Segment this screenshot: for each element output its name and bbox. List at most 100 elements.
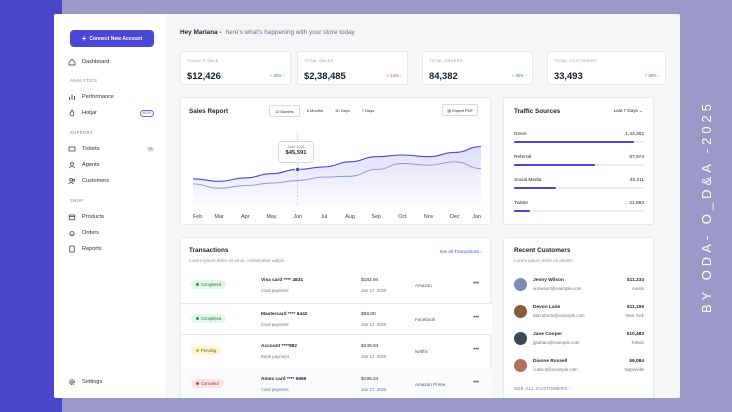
traffic-bar-track	[514, 210, 644, 212]
sidebar-item-label: Agents	[82, 162, 100, 168]
sidebar-item-dashboard[interactable]: Dashboard	[68, 56, 154, 68]
tx-date: Jan 17, 2025	[361, 354, 387, 359]
customer-city: Toledo	[631, 340, 644, 345]
table-row[interactable]: Pending Account ****882 Bank payment $24…	[181, 336, 492, 368]
tx-date: Jan 17, 2025	[361, 288, 387, 293]
vertical-caption: BY ODA- O_D&A -2025	[682, 0, 732, 412]
stat-label: TODAY'S SALE	[187, 59, 219, 63]
document-icon	[68, 245, 76, 253]
tab-30-days[interactable]: 30 Days	[335, 107, 350, 113]
highlight-point[interactable]	[295, 166, 301, 173]
sidebar-item-label: Reports	[82, 246, 102, 252]
status-badge: Canceled	[191, 379, 224, 388]
transactions-title: Transactions	[189, 247, 229, 254]
sidebar-item-performance[interactable]: Performance	[68, 91, 154, 103]
see-all-customers-link[interactable]: SEE ALL CUSTOMERS ›	[514, 386, 571, 391]
stat-card-total-sales: TOTAL SALES $2,38,485 + 14% ↓	[297, 51, 408, 85]
sidebar-item-products[interactable]: Products	[68, 211, 154, 223]
tx-card: Amex card **** 5666	[261, 377, 307, 382]
chart-tooltip: June 2021 $45,591	[278, 141, 314, 163]
tx-merchant: Amazon Prime	[415, 382, 446, 387]
right-color-band	[680, 0, 732, 412]
x-tick-label: Dec	[450, 214, 460, 220]
list-item[interactable]: Dianne Russell curtis.d@example.com $9,0…	[514, 357, 644, 377]
customer-amount: $10,483	[626, 332, 644, 337]
recent-customers-subtitle: Lorem ipsum dolor sit ametis.	[514, 258, 574, 263]
tx-amount: $199.24	[361, 377, 379, 382]
sidebar-item-tickets[interactable]: Tickets 13	[68, 143, 154, 155]
bell-icon	[68, 229, 76, 237]
period-dropdown[interactable]: Last 7 Days ⌄	[614, 108, 643, 114]
arrow-up-icon: ↑	[282, 73, 285, 78]
table-row[interactable]: Completed Visa card **** 4831 Card payme…	[181, 270, 492, 302]
more-options-icon[interactable]: •••	[473, 346, 479, 353]
see-all-transactions-link[interactable]: See All Transactions ›	[440, 249, 482, 254]
status-label: Completed	[201, 316, 222, 321]
customer-name: Jenny Wilson	[533, 278, 564, 283]
x-tick-label: Jul	[320, 214, 327, 220]
traffic-bar-fill	[514, 141, 634, 143]
x-tick-label: Sep	[371, 214, 381, 220]
traffic-sources-card: Traffic Sources Last 7 Days ⌄ Direct 1,4…	[503, 97, 654, 225]
traffic-source-name: Twitter	[514, 201, 529, 206]
left-color-band	[0, 0, 62, 412]
ticket-icon	[68, 145, 76, 153]
traffic-row: Referral 87,974	[514, 155, 644, 166]
range-tabs: 12 Months 6 Months 30 Days 7 Days	[269, 105, 379, 117]
tx-merchant: Amazon	[415, 283, 432, 288]
stat-value: $12,426	[187, 70, 221, 81]
list-item[interactable]: Devon Lane dat.roberts@example.com $11,1…	[514, 303, 644, 323]
box-icon	[68, 213, 76, 221]
stat-change-value: + 14%	[386, 73, 399, 78]
list-item[interactable]: Jane Cooper jgraham@example.com $10,483 …	[514, 330, 644, 350]
tx-date: Jan 17, 2025	[361, 322, 387, 327]
customer-email: curtis.d@example.com	[533, 367, 578, 372]
tab-6-months[interactable]: 6 Months	[306, 107, 324, 113]
sidebar-item-label: Orders	[82, 230, 100, 236]
more-options-icon[interactable]: •••	[473, 280, 479, 287]
customer-email: jgraham@example.com	[533, 340, 580, 345]
series-line-current	[192, 145, 482, 182]
greeting-subtitle: here's what's happening with your store …	[225, 29, 355, 36]
stat-change: + 36% ↑	[512, 73, 527, 78]
sidebar-item-settings[interactable]: Settings	[68, 376, 154, 388]
status-dot-icon	[196, 283, 199, 286]
transactions-subtitle: Lorem ipsum dolor sit amet, consectetur …	[189, 258, 286, 263]
connect-new-account-button[interactable]: + Connect New Account	[70, 30, 154, 47]
customer-amount: $9,084	[629, 359, 644, 364]
arrow-up-icon: ↑	[657, 73, 660, 78]
status-badge: Pending	[191, 346, 222, 355]
tx-card: Visa card **** 4831	[261, 278, 304, 283]
sidebar-item-hotjar[interactable]: Hotjar NEW	[68, 107, 154, 119]
traffic-source-value: 87,974	[629, 155, 644, 160]
sidebar-item-customers[interactable]: Customers	[68, 175, 154, 187]
recent-customers-card: Recent Customers Lorem ipsum dolor sit a…	[503, 237, 654, 398]
more-options-icon[interactable]: •••	[473, 379, 479, 386]
sidebar-item-orders[interactable]: Orders	[68, 227, 154, 239]
flame-icon	[68, 109, 76, 117]
tab-7-days[interactable]: 7 Days	[361, 107, 375, 113]
sidebar-item-agents[interactable]: Agents	[68, 159, 154, 171]
table-row[interactable]: Completed Mastercard **** 6442 Card paym…	[181, 303, 492, 335]
traffic-bar-fill	[514, 210, 530, 212]
page-greeting: Hey Mariana - here's what's happening wit…	[180, 29, 355, 36]
x-tick-label: Jun	[293, 214, 302, 220]
stat-change-value: + 36%	[511, 73, 524, 78]
avatar	[514, 359, 527, 372]
table-row[interactable]: Canceled Amex card **** 5666 Card paymen…	[181, 369, 492, 398]
traffic-bar-track	[514, 141, 644, 143]
more-options-icon[interactable]: •••	[473, 314, 479, 321]
sidebar-item-label: Dashboard	[82, 59, 110, 65]
tx-method: Card payment	[261, 387, 289, 392]
file-icon: ▤	[447, 107, 452, 113]
dashboard-window: + Connect New Account Dashboard ANALYTIC…	[54, 14, 680, 398]
list-item[interactable]: Jenny Wilson w.lawson@example.com $11,23…	[514, 276, 644, 296]
export-pdf-button[interactable]: ▤ Export PDF	[442, 104, 478, 116]
sidebar-item-reports[interactable]: Reports	[68, 243, 154, 255]
tab-12-months[interactable]: 12 Months	[269, 105, 300, 117]
new-badge: NEW	[139, 109, 154, 117]
tx-method: Card payment	[261, 322, 289, 327]
sidebar: + Connect New Account Dashboard ANALYTIC…	[54, 14, 166, 398]
x-tick-label: Oct	[398, 214, 407, 220]
section-label-shop: SHOP	[70, 198, 84, 203]
